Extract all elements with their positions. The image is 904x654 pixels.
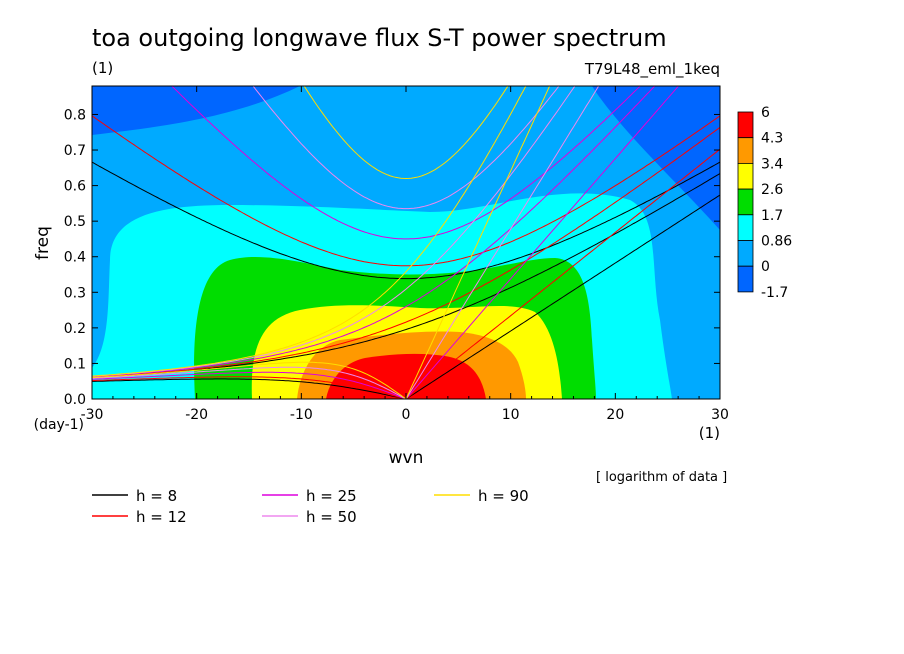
legend-label: h = 12 (136, 508, 187, 526)
run-label: T79L48_eml_1keq (584, 60, 720, 79)
kelvin-curve (405, 86, 600, 399)
legend-label: h = 25 (306, 487, 357, 505)
colorbar-label: 1.7 (761, 208, 783, 224)
colorbar-swatch (737, 111, 754, 139)
colorbar-swatch (737, 137, 754, 164)
y-axis-label: freq (33, 226, 53, 260)
kelvin-curve (405, 86, 551, 399)
y-units-label: (day-1) (34, 417, 84, 433)
colorbar-swatch (737, 265, 754, 293)
y-tick-label: 0.3 (64, 285, 86, 301)
colorbar-label: 6 (761, 105, 770, 121)
legend-label: h = 50 (306, 508, 357, 526)
chart-title: toa outgoing longwave flux S-T power spe… (92, 24, 667, 52)
units-label: (1) (92, 59, 113, 77)
legend-label: h = 90 (478, 487, 529, 505)
rossby-curve (92, 371, 407, 399)
rossby-curve (92, 366, 407, 399)
kelvin-curve (405, 148, 720, 399)
inertio-gravity-curve (171, 86, 641, 240)
kelvin-curve (405, 194, 720, 399)
colorbar-swatch (737, 188, 754, 216)
x-axis: -30 -20 -10 0 10 20 30 (81, 86, 729, 423)
y-tick-label: 0.5 (64, 214, 86, 230)
x-tick-label: 30 (711, 407, 729, 423)
dispersion-curves (92, 86, 720, 399)
y-tick-label: 0.0 (64, 392, 86, 408)
x-tick-label: -20 (185, 407, 208, 423)
x-tick-label: -10 (290, 407, 313, 423)
legend-label: h = 8 (136, 487, 177, 505)
kelvin-curve (405, 86, 680, 399)
y-tick-label: 0.6 (64, 179, 86, 195)
colorbar-swatch (737, 214, 754, 241)
x-tick-label: 0 (402, 407, 411, 423)
x-tick-label: -30 (81, 407, 104, 423)
colorbar-swatch (737, 162, 754, 190)
colorbar-label: -1.7 (761, 285, 788, 301)
y-tick-label: 0.7 (64, 143, 86, 159)
log-note: [ logarithm of data ] (596, 470, 727, 485)
x-tick-label: 20 (606, 407, 624, 423)
inertio-gravity-curve (303, 86, 509, 180)
colorbar: 6 4.3 3.4 2.6 1.7 0.86 0 -1.7 (737, 105, 792, 301)
mrg-curve (92, 86, 527, 377)
y-tick-label: 0.1 (64, 356, 86, 372)
rossby-curve (92, 361, 407, 399)
inertio-gravity-curve (92, 161, 720, 280)
y-tick-label: 0.4 (64, 250, 86, 266)
inertio-gravity-curve (92, 115, 720, 267)
contour-field (92, 86, 720, 399)
y-tick-label: 0.8 (64, 107, 86, 123)
mrg-curve (92, 86, 576, 377)
legend: h = 8 h = 12 h = 25 h = 50 h = 90 (92, 487, 529, 526)
x-axis-label: wvn (389, 448, 424, 468)
y-tick-label: 0.2 (64, 321, 86, 337)
rossby-curve (92, 376, 407, 399)
inertio-gravity-curve (252, 86, 560, 210)
colorbar-label: 3.4 (761, 156, 783, 172)
x-units-label: (1) (699, 424, 720, 442)
colorbar-label: 4.3 (761, 131, 783, 147)
y-axis: 0.0 0.1 0.2 0.3 0.4 0.5 0.6 0.7 0.8 (64, 107, 720, 408)
mrg-curve (92, 86, 656, 378)
colorbar-label: 2.6 (761, 182, 783, 198)
colorbar-label: 0.86 (761, 234, 792, 250)
colorbar-swatch (737, 240, 754, 267)
contour-level-7 (326, 353, 486, 399)
colorbar-label: 0 (761, 259, 770, 275)
mrg-curve (92, 126, 720, 378)
x-tick-label: 10 (502, 407, 520, 423)
rossby-curve (92, 378, 407, 399)
